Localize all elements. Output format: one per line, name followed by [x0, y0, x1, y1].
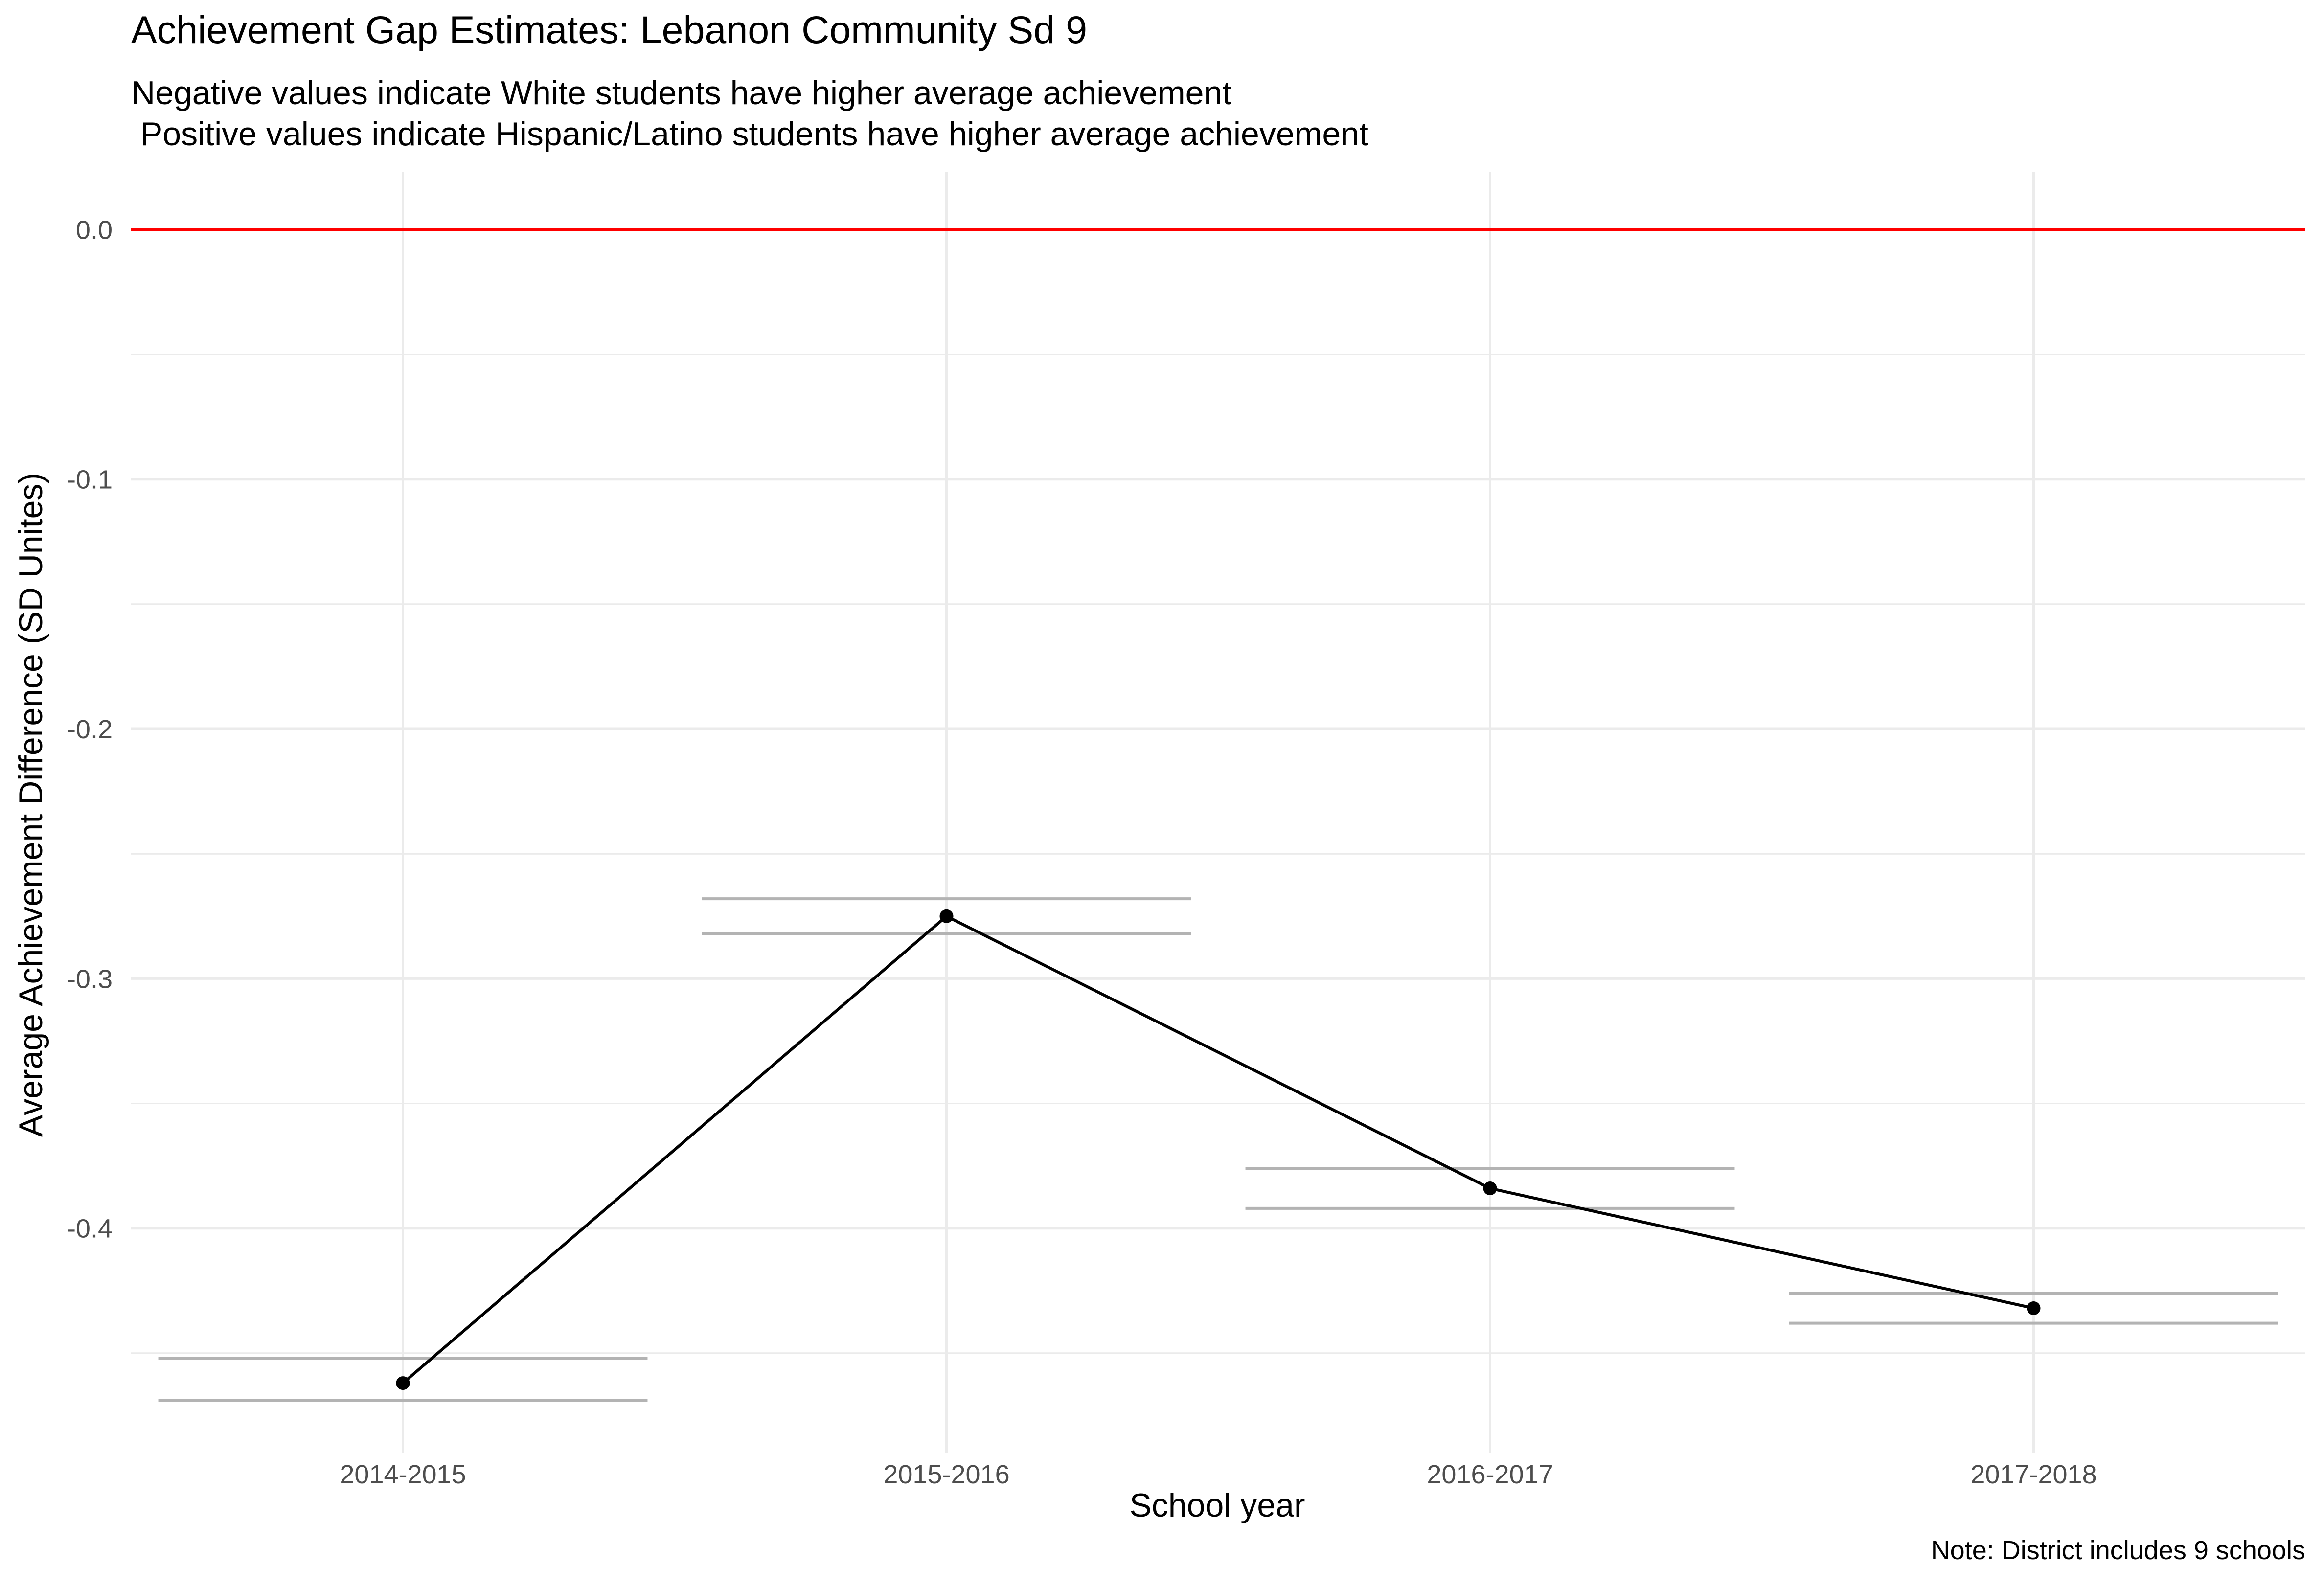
series-line [402, 914, 2034, 1385]
series-group [396, 909, 2041, 1390]
data-point-2017-2018 [2027, 1301, 2041, 1316]
subtitle-line-2: Positive values indicate Hispanic/Latino… [131, 115, 1368, 153]
chart-title: Achievement Gap Estimates: Lebanon Commu… [131, 8, 1088, 51]
x-tick-label-0: 2014-2015 [340, 1460, 466, 1489]
y-tick-label-0: 0.0 [76, 215, 113, 245]
y-tick-label-1: -0.1 [67, 465, 113, 495]
grid-lines [131, 172, 2305, 1453]
x-tick-label-2: 2016-2017 [1427, 1460, 1553, 1489]
y-tick-label-4: -0.4 [67, 1214, 113, 1244]
chart-subtitle: Negative values indicate White students … [131, 72, 1368, 155]
subtitle-line-1: Negative values indicate White students … [131, 74, 1232, 112]
y-axis-label: Average Achievement Difference (SD Unite… [12, 473, 49, 1137]
interval-lines [158, 897, 2278, 1402]
y-tick-label-3: -0.3 [67, 964, 113, 994]
x-tick-label-1: 2015-2016 [883, 1460, 1009, 1489]
data-point-2015-2016 [939, 909, 954, 923]
x-axis-label: School year [1129, 1487, 1305, 1524]
data-point-2016-2017 [1483, 1181, 1497, 1196]
x-tick-label-3: 2017-2018 [1970, 1460, 2096, 1489]
axis-tick-labels: 0.0 -0.1 -0.2 -0.3 -0.4 2014-2015 2015-2016 201… [67, 215, 2097, 1489]
data-point-2014-2015 [396, 1376, 410, 1390]
chart-caption: Note: District includes 9 schools [1931, 1536, 2305, 1565]
y-tick-label-2: -0.2 [67, 715, 113, 744]
